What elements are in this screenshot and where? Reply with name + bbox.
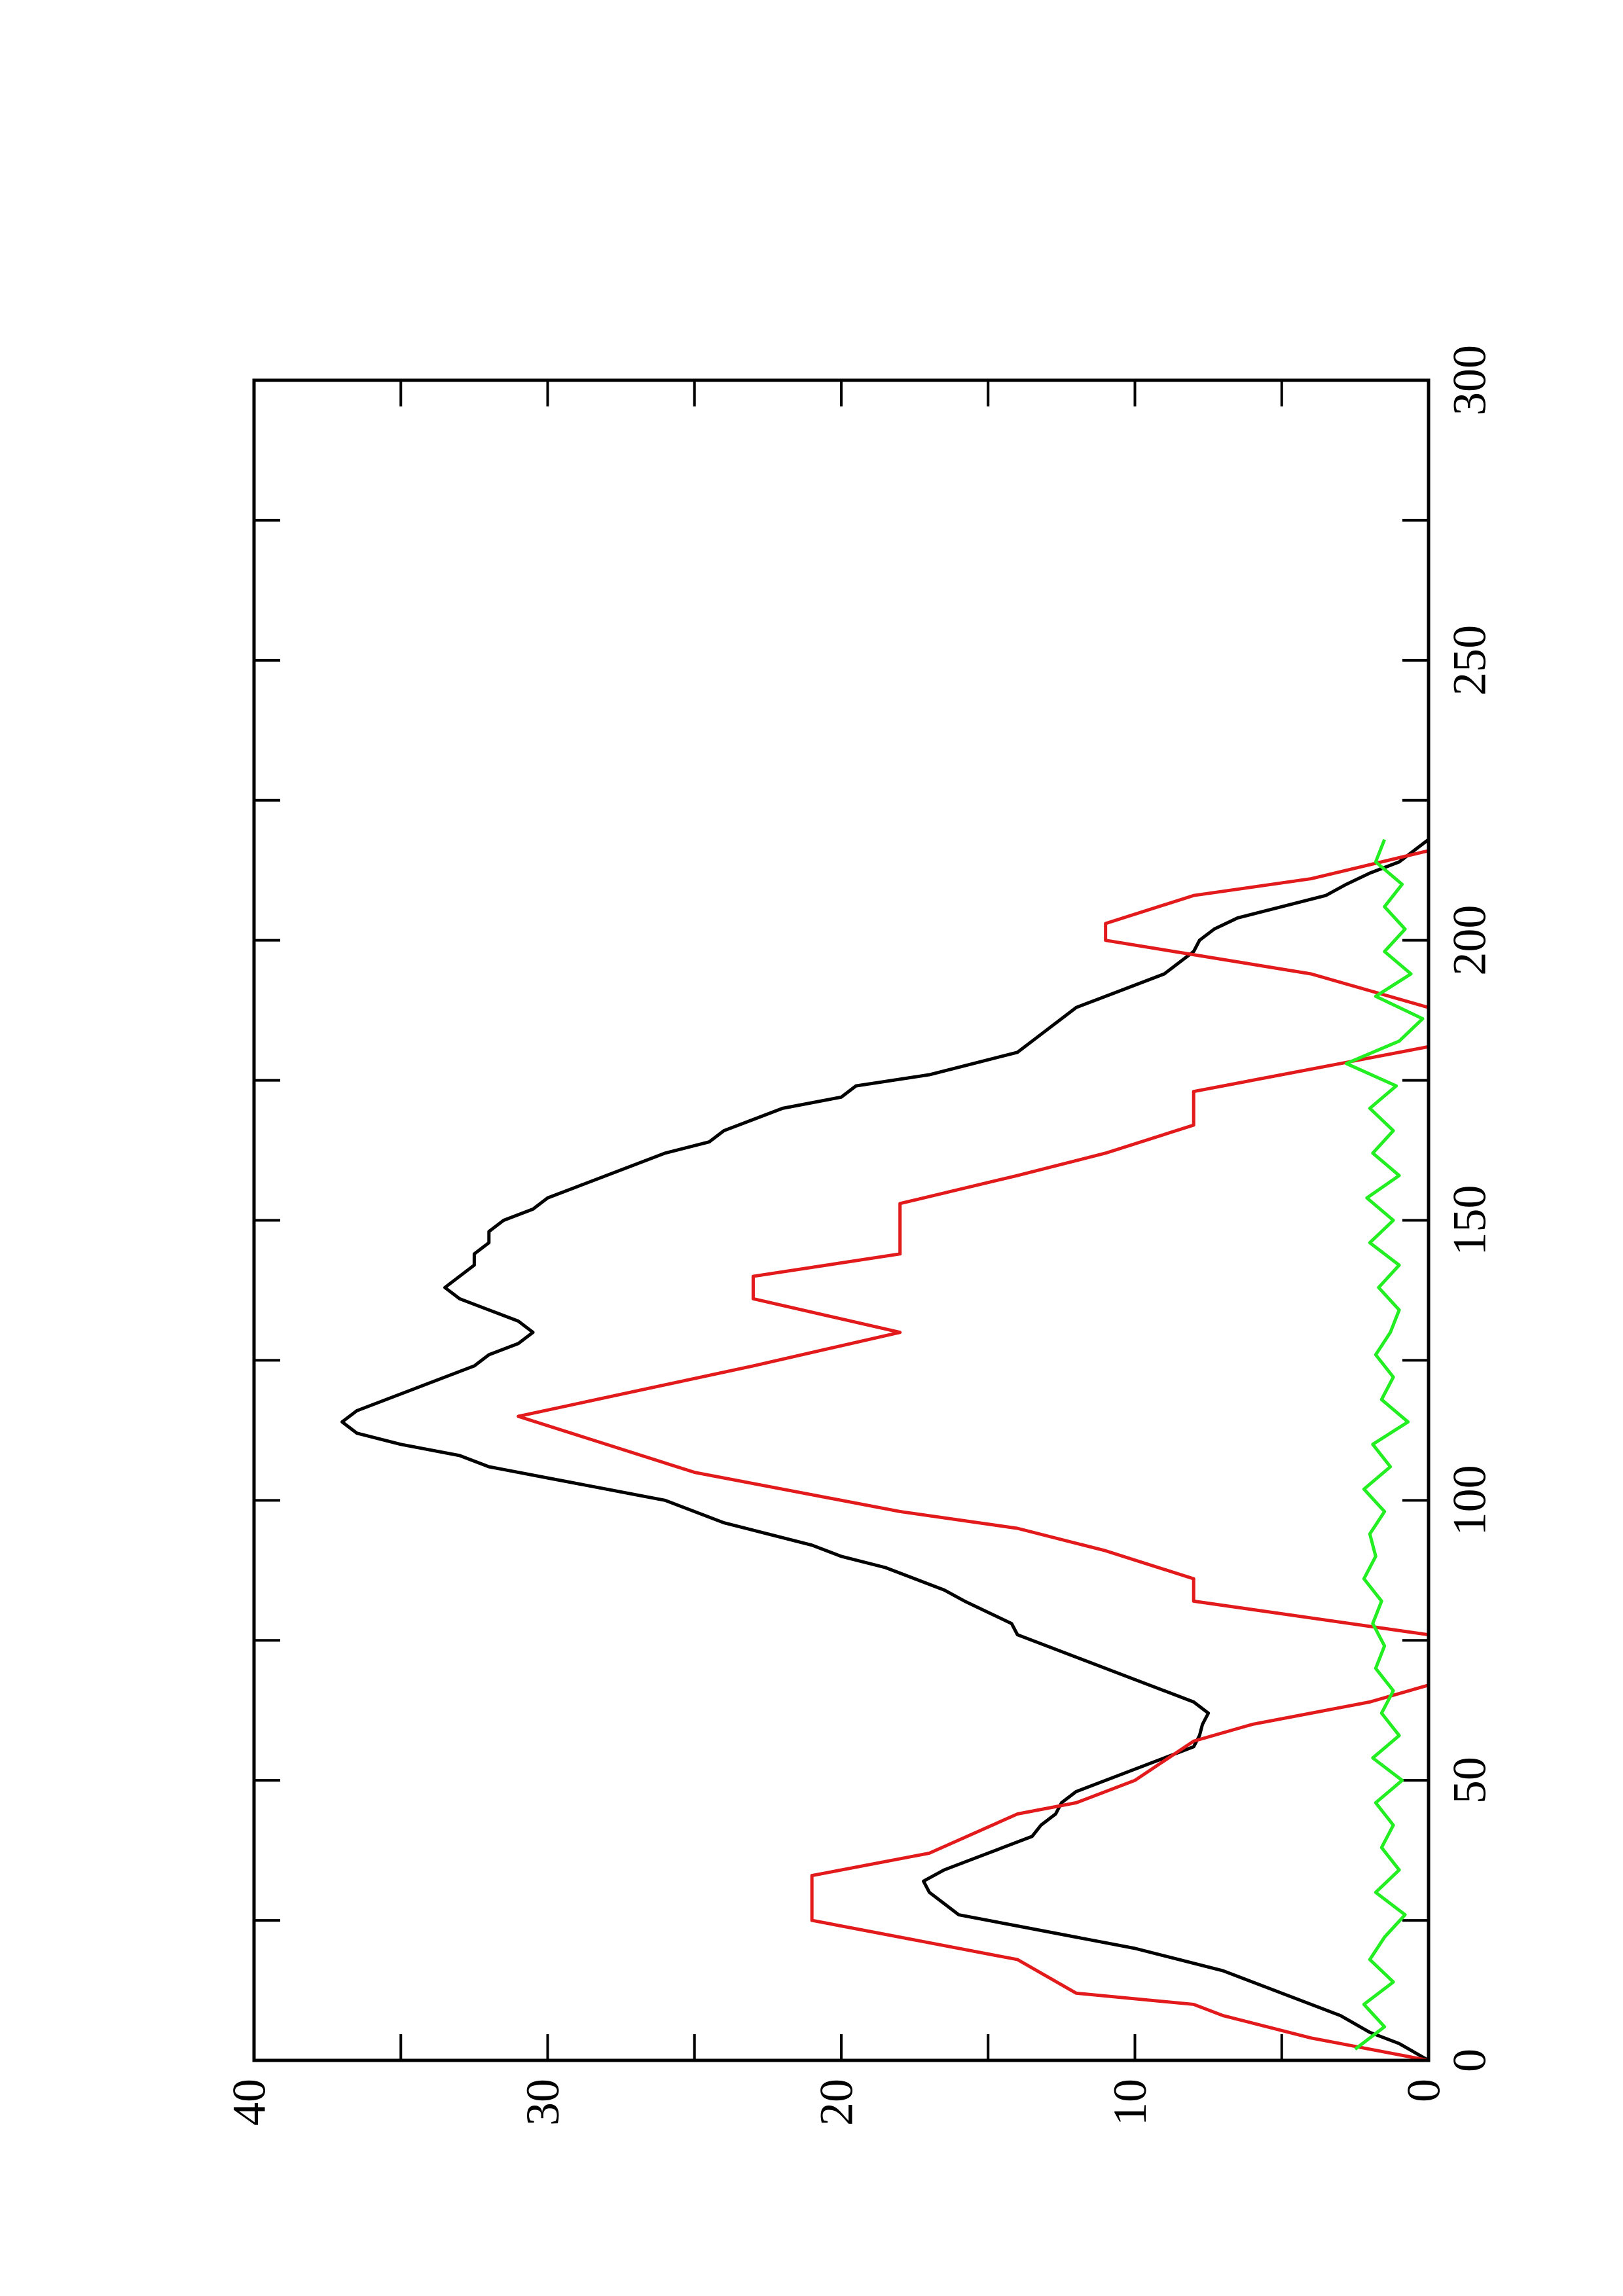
plot-area: 0 50 100 150 200 250 300 0 10 20 30 40 bbox=[223, 345, 1496, 2126]
y-tick-label: 0 bbox=[1398, 2079, 1450, 2102]
y-tick-label: 10 bbox=[1104, 2079, 1156, 2126]
x-tick-label: 300 bbox=[1444, 345, 1496, 416]
data-line bbox=[340, 838, 1430, 2062]
x-tick-label: 250 bbox=[1444, 625, 1496, 696]
data-line bbox=[1344, 838, 1425, 2051]
x-tick-label: 50 bbox=[1444, 1757, 1496, 1804]
data-line bbox=[517, 849, 1429, 2062]
x-tick-label: 0 bbox=[1444, 2049, 1496, 2072]
y-tick-label: 30 bbox=[517, 2079, 569, 2126]
plot-frame bbox=[252, 378, 1431, 2062]
y-tick-label: 40 bbox=[223, 2079, 276, 2126]
y-tick-label: 20 bbox=[811, 2079, 863, 2126]
x-tick-label: 200 bbox=[1444, 905, 1496, 976]
x-tick-label: 150 bbox=[1444, 1185, 1496, 1256]
x-tick-label: 100 bbox=[1444, 1465, 1496, 1535]
